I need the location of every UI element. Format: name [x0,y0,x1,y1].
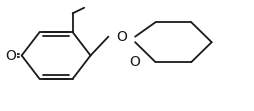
Text: O: O [129,55,140,69]
Text: O: O [116,30,127,44]
Text: O: O [5,49,15,62]
